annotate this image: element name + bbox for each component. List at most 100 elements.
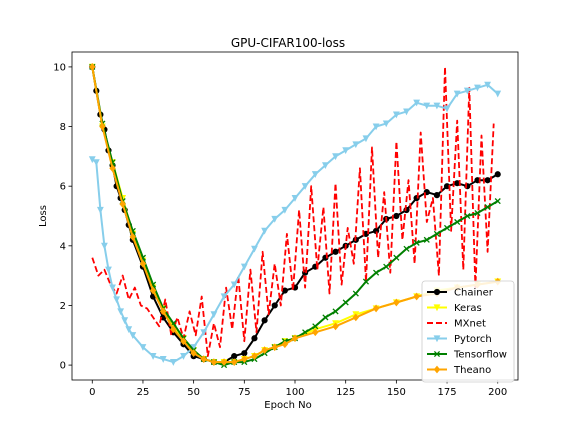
theano-point (230, 358, 238, 366)
pytorch-point (271, 215, 279, 223)
theano-point (261, 346, 268, 355)
theano-point (332, 322, 339, 331)
y-tick-label: 2 (60, 301, 66, 312)
theano-point (271, 343, 278, 352)
tensorflow-point (373, 269, 380, 276)
theano-point (119, 200, 126, 208)
pytorch-point (105, 266, 112, 274)
chainer-point (494, 171, 501, 178)
pytorch-point (301, 183, 309, 190)
tensorflow-point (403, 245, 410, 252)
pytorch-point (200, 329, 208, 337)
theano-point (352, 313, 360, 322)
tensorflow-point (342, 299, 349, 306)
chainer-point (231, 353, 238, 360)
pytorch-point (433, 102, 441, 110)
pytorch-point (484, 81, 491, 89)
tensorflow-point (494, 198, 501, 205)
y-tick-label: 6 (60, 182, 66, 193)
x-tick-label: 200 (488, 387, 507, 398)
legend-marker (433, 365, 441, 374)
legend-entry-chainer: Chainer (427, 288, 494, 299)
pytorch-point (392, 111, 400, 119)
tensorflow-point (322, 314, 329, 321)
theano-point (170, 325, 177, 334)
legend: Chainer Keras MXnet Pytorch Tensorflow Theano (421, 280, 515, 383)
x-tick-label: 50 (187, 387, 200, 398)
pytorch-point (322, 162, 329, 170)
theano-point (180, 337, 187, 346)
series-layer (88, 63, 502, 369)
pytorch-point (240, 263, 248, 271)
pytorch-point (109, 284, 116, 292)
theano-point (210, 358, 218, 366)
x-axis-ticks: 0 25 50 75 100 125 150 175 200 (89, 380, 507, 398)
theano-point (413, 292, 420, 301)
theano-point (159, 307, 167, 316)
pytorch-point (362, 135, 370, 143)
x-tick-label: 25 (137, 387, 150, 398)
y-tick-label: 0 (60, 361, 66, 372)
pytorch-point (382, 120, 390, 128)
pytorch-point (372, 123, 380, 131)
x-tick-label: 150 (387, 387, 406, 398)
tensorflow-point (474, 209, 481, 217)
pytorch-point (474, 84, 481, 92)
pytorch-point (332, 153, 339, 161)
chainer-point (261, 317, 268, 324)
legend-marker (433, 350, 441, 358)
tensorflow-point (332, 308, 339, 315)
legend-entry-tensorflow: Tensorflow (427, 350, 507, 361)
tensorflow-point (454, 218, 461, 226)
pytorch-point (121, 317, 129, 325)
pytorch-point (139, 344, 147, 351)
series-theano (89, 63, 501, 366)
chainer-point (271, 302, 278, 309)
chainer-point (251, 335, 258, 342)
tensorflow-point (464, 212, 471, 220)
pytorch-point (149, 353, 157, 360)
theano-point (372, 304, 380, 313)
legend-marker (433, 288, 441, 296)
pytorch-point (129, 332, 137, 339)
theano-point (139, 259, 147, 268)
theano-point (129, 232, 137, 241)
pytorch-point (92, 159, 100, 167)
theano-point (220, 358, 228, 366)
pytorch-point (169, 359, 177, 366)
pytorch-point (494, 90, 502, 98)
theano-point (109, 164, 116, 173)
pytorch-point (159, 356, 167, 363)
theano-point (281, 340, 289, 349)
tensorflow-point (352, 290, 359, 297)
legend-marker (433, 335, 441, 343)
legend-box (421, 280, 515, 383)
chainer-point (433, 192, 441, 199)
theano-point (99, 122, 106, 131)
pytorch-point (180, 353, 187, 360)
legend-entry-theano: Theano (427, 365, 491, 376)
pytorch-point (413, 99, 421, 107)
legend-label: Pytorch (454, 334, 492, 345)
y-tick-label: 10 (53, 62, 66, 73)
theano-point (190, 349, 197, 358)
pytorch-point (230, 281, 238, 289)
theano-point (393, 298, 400, 307)
theano-point (200, 355, 208, 364)
theano-point (89, 63, 96, 71)
tensorflow-point (484, 203, 491, 211)
legend-entry-keras: Keras (427, 303, 482, 314)
plot-area: 0 25 50 75 100 125 150 175 200 0 2 4 6 8 10 (53, 51, 519, 398)
tensorflow-point (433, 230, 440, 237)
chart-title: GPU-CIFAR100-loss (231, 36, 345, 50)
x-tick-label: 75 (238, 387, 251, 398)
pytorch-point (453, 90, 461, 98)
theano-point (251, 352, 258, 361)
x-tick-label: 0 (89, 387, 95, 398)
mxnet-line (91, 66, 495, 358)
pytorch-point (96, 206, 104, 214)
legend-label: Keras (454, 303, 482, 314)
pytorch-point (261, 227, 268, 235)
pytorch-point (220, 293, 228, 301)
